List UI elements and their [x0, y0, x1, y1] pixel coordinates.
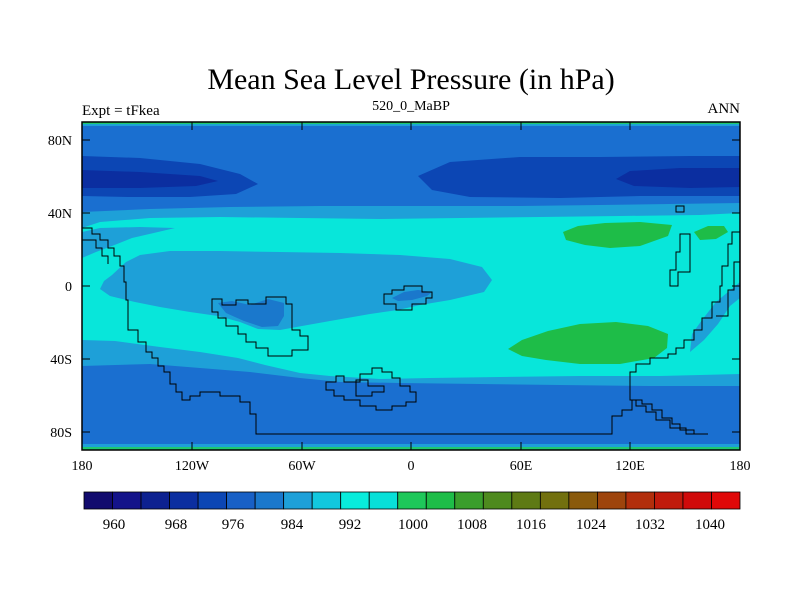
colorbar-label: 984 — [281, 517, 304, 533]
period-label: 520_0_MaBP — [372, 99, 450, 114]
lon-tick-label: 120W — [175, 459, 210, 474]
colorbar-box — [682, 491, 712, 510]
colorbar — [83, 491, 741, 510]
coastline-west-continent — [82, 227, 708, 435]
low-988-america — [218, 299, 284, 327]
coastline-southern-cluster — [325, 367, 417, 411]
colorbar-label: 1008 — [457, 517, 487, 533]
high-1000-south — [508, 322, 668, 364]
colorbar-box — [568, 491, 598, 510]
colorbar-box — [340, 491, 370, 510]
colorbar-box — [254, 491, 285, 510]
coastline-pacific-island — [669, 233, 691, 287]
plot-title: Mean Sea Level Pressure (in hPa) — [207, 63, 614, 96]
low-988-africa — [392, 290, 432, 301]
coastlines — [82, 205, 740, 435]
colorbar-box — [140, 491, 170, 510]
colorbar-box — [83, 491, 113, 510]
band-992-north-lobe — [82, 227, 175, 258]
experiment-label: Expt = tFkea — [82, 103, 160, 119]
colorbar-label: 1024 — [576, 517, 607, 533]
coastline-small-island — [675, 205, 685, 213]
season-label: ANN — [708, 101, 741, 117]
lat-tick-label: 40S — [50, 353, 72, 368]
colorbar-label: 1016 — [516, 517, 547, 533]
colorbar-box — [112, 491, 142, 510]
colorbar-label: 960 — [103, 517, 126, 533]
colorbar-label: 968 — [165, 517, 188, 533]
latitude-ticks — [82, 139, 740, 433]
colorbar-box — [654, 491, 684, 510]
colorbar-box — [311, 491, 342, 510]
colorbar-box — [169, 491, 199, 510]
colorbar-label: 1000 — [398, 517, 428, 533]
colorbar-box — [197, 491, 228, 510]
lon-tick-label: 120E — [615, 459, 645, 474]
colorbar-box — [596, 491, 627, 510]
lon-tick-label: 60W — [288, 459, 316, 474]
lon-tick-label: 180 — [730, 459, 751, 474]
coastline-southern-inner — [355, 379, 385, 397]
colorbar-label: 1032 — [635, 517, 665, 533]
coastline-central-continent-2 — [383, 285, 433, 311]
pressure-field — [82, 122, 740, 450]
colorbar-box — [454, 491, 484, 510]
band-992-tropic — [100, 251, 492, 330]
coastline-central-continent — [211, 296, 309, 357]
north-low-980 — [82, 156, 740, 198]
high-1000-asia — [563, 222, 672, 248]
lat-tick-label: 80S — [50, 426, 72, 441]
lon-tick-label: 180 — [72, 459, 93, 474]
colorbar-label: 976 — [222, 517, 245, 533]
colorbar-box — [283, 491, 313, 510]
coastline-east-continent — [629, 231, 740, 435]
colorbar-box — [511, 491, 541, 510]
colorbar-box — [425, 491, 456, 510]
longitude-ticks — [191, 122, 631, 450]
lat-tick-label: 80N — [48, 134, 72, 149]
lon-tick-label: 60E — [510, 459, 533, 474]
colorbar-box — [482, 491, 513, 510]
colorbar-box — [539, 491, 570, 510]
lon-tick-label: 0 — [408, 459, 415, 474]
lat-tick-label: 40N — [48, 207, 72, 222]
colorbar-label: 1040 — [695, 517, 725, 533]
colorbar-box — [711, 491, 741, 510]
colorbar-label: 992 — [339, 517, 362, 533]
colorbar-box — [368, 491, 399, 510]
coastline-east-inner — [716, 261, 740, 317]
high-1000-pacific — [694, 226, 728, 240]
colorbar-box — [226, 491, 256, 510]
colorbar-labels: 960 968 976 984 992 1000 1008 1016 1024 … — [103, 517, 725, 533]
lat-tick-label: 0 — [65, 280, 72, 295]
colorbar-box — [397, 491, 427, 510]
coastline-west-inner — [82, 239, 109, 264]
north-low-976 — [82, 168, 740, 188]
colorbar-box — [625, 491, 655, 510]
